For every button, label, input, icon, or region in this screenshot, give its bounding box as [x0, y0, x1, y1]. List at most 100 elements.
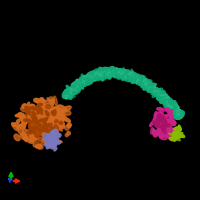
Ellipse shape: [158, 115, 161, 117]
Ellipse shape: [50, 144, 56, 149]
Ellipse shape: [52, 130, 57, 132]
Ellipse shape: [78, 84, 83, 87]
Ellipse shape: [160, 115, 164, 120]
Ellipse shape: [100, 77, 104, 81]
Ellipse shape: [57, 105, 66, 112]
Ellipse shape: [32, 128, 40, 132]
Ellipse shape: [164, 105, 168, 108]
Ellipse shape: [22, 132, 27, 141]
Ellipse shape: [157, 122, 160, 126]
Ellipse shape: [173, 115, 179, 119]
Ellipse shape: [158, 124, 162, 128]
Ellipse shape: [79, 81, 85, 85]
Ellipse shape: [43, 119, 53, 124]
Ellipse shape: [43, 134, 49, 135]
Ellipse shape: [160, 120, 164, 127]
Ellipse shape: [58, 125, 65, 129]
Ellipse shape: [111, 67, 115, 71]
Ellipse shape: [145, 81, 151, 89]
Ellipse shape: [44, 123, 47, 126]
Ellipse shape: [128, 77, 132, 80]
Ellipse shape: [168, 98, 172, 104]
Ellipse shape: [37, 127, 39, 131]
Ellipse shape: [45, 120, 48, 123]
Ellipse shape: [46, 135, 50, 140]
Ellipse shape: [95, 75, 98, 80]
Ellipse shape: [43, 117, 48, 123]
Ellipse shape: [88, 75, 91, 82]
Ellipse shape: [52, 140, 55, 143]
Ellipse shape: [145, 81, 151, 89]
Ellipse shape: [99, 70, 104, 73]
Ellipse shape: [56, 116, 61, 121]
Ellipse shape: [40, 119, 42, 121]
Ellipse shape: [150, 89, 153, 92]
Ellipse shape: [146, 83, 152, 90]
Ellipse shape: [180, 113, 184, 117]
Ellipse shape: [48, 135, 51, 138]
Ellipse shape: [50, 99, 55, 107]
Ellipse shape: [50, 132, 54, 136]
Ellipse shape: [168, 114, 173, 120]
Ellipse shape: [54, 109, 62, 113]
Ellipse shape: [152, 89, 155, 95]
Ellipse shape: [80, 77, 83, 82]
Ellipse shape: [32, 134, 37, 139]
Ellipse shape: [128, 73, 132, 79]
Ellipse shape: [84, 76, 89, 83]
Ellipse shape: [175, 112, 178, 117]
Ellipse shape: [49, 143, 53, 148]
Ellipse shape: [43, 125, 50, 129]
Ellipse shape: [165, 100, 172, 106]
Ellipse shape: [45, 120, 50, 125]
Ellipse shape: [30, 133, 35, 137]
Ellipse shape: [26, 130, 29, 135]
Ellipse shape: [104, 75, 107, 78]
Ellipse shape: [42, 101, 47, 107]
Ellipse shape: [41, 127, 46, 131]
Ellipse shape: [158, 130, 160, 132]
Ellipse shape: [46, 113, 52, 122]
Ellipse shape: [170, 128, 175, 134]
Ellipse shape: [72, 84, 78, 91]
Ellipse shape: [36, 120, 39, 124]
Ellipse shape: [92, 71, 96, 74]
Ellipse shape: [27, 111, 32, 116]
Ellipse shape: [163, 131, 168, 137]
Ellipse shape: [144, 86, 148, 89]
Ellipse shape: [58, 135, 61, 137]
Ellipse shape: [32, 131, 35, 138]
Ellipse shape: [157, 134, 160, 135]
Ellipse shape: [162, 133, 166, 136]
Ellipse shape: [131, 69, 133, 75]
Ellipse shape: [86, 82, 92, 85]
Ellipse shape: [49, 109, 52, 111]
Ellipse shape: [55, 141, 58, 143]
Ellipse shape: [51, 141, 54, 146]
Ellipse shape: [49, 138, 52, 142]
Ellipse shape: [169, 137, 171, 140]
Ellipse shape: [93, 77, 96, 80]
Ellipse shape: [39, 129, 42, 133]
Ellipse shape: [123, 75, 126, 81]
Ellipse shape: [138, 77, 143, 84]
Ellipse shape: [89, 78, 92, 82]
Ellipse shape: [15, 114, 24, 117]
Ellipse shape: [97, 77, 101, 80]
Ellipse shape: [180, 111, 184, 114]
Ellipse shape: [48, 137, 51, 140]
Ellipse shape: [172, 111, 177, 116]
Ellipse shape: [173, 112, 178, 116]
Ellipse shape: [115, 69, 120, 77]
Ellipse shape: [54, 125, 59, 131]
Ellipse shape: [76, 83, 82, 86]
Ellipse shape: [176, 136, 181, 138]
Ellipse shape: [154, 93, 159, 96]
Ellipse shape: [91, 76, 95, 80]
Ellipse shape: [169, 104, 176, 111]
Ellipse shape: [35, 125, 38, 128]
Ellipse shape: [129, 76, 134, 79]
Ellipse shape: [51, 118, 55, 123]
Ellipse shape: [139, 78, 143, 81]
Ellipse shape: [155, 122, 158, 126]
